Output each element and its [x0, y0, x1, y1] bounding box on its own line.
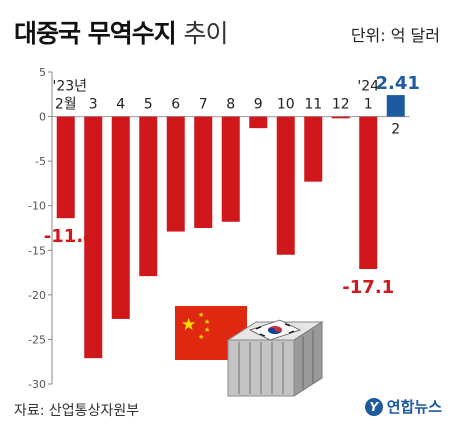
bar — [166, 116, 185, 232]
bar — [111, 116, 130, 319]
year-label: '23년 — [52, 79, 87, 95]
bar — [249, 116, 268, 129]
data-label: -11.4 — [44, 226, 96, 247]
china-flag-small-star: ★ — [198, 311, 204, 319]
data-label: -17.1 — [342, 277, 394, 298]
x-tick-label: 3 — [89, 97, 98, 113]
flag-container-illustration: ★ ★ ★ ★ ★ — [175, 306, 324, 397]
yonhap-logo-icon: Y — [364, 397, 383, 416]
bar — [221, 116, 240, 222]
source-note: 자료: 산업통상자원부 — [14, 403, 140, 419]
china-flag-big-star: ★ — [181, 315, 196, 335]
bar — [139, 116, 158, 277]
bar — [56, 116, 75, 219]
page-title: 대중국 무역수지 추이 — [14, 14, 228, 50]
bar — [194, 116, 213, 228]
x-tick-label: 7 — [199, 97, 208, 113]
title-bold: 대중국 무역수지 — [14, 19, 177, 48]
x-tick-label: 2월 — [55, 97, 77, 113]
y-tick-label: -25 — [28, 333, 46, 346]
bar — [304, 116, 323, 182]
y-tick-label: -15 — [28, 244, 46, 257]
y-tick-label: -20 — [28, 289, 46, 302]
unit-label: 단위: 억 달러 — [350, 26, 440, 45]
y-tick-label: -10 — [28, 200, 46, 213]
x-tick-label: 11 — [304, 97, 322, 113]
bar — [331, 116, 350, 119]
labels: 2월 3 4 5 6 7 8 9 10 11 12 12'23년 '24-11.4-17.12.41 — [44, 73, 420, 298]
y-tick-label: -5 — [35, 155, 46, 168]
x-tick-label: 2 — [391, 122, 400, 138]
bar — [276, 116, 295, 255]
china-flag-small-star: ★ — [198, 333, 204, 341]
x-tick-label: 10 — [277, 97, 295, 113]
data-label: 2.41 — [376, 73, 420, 94]
bar — [359, 116, 378, 270]
x-tick-label: 5 — [144, 97, 153, 113]
y-tick-label: 5 — [39, 66, 46, 79]
x-tick-label: 9 — [254, 97, 263, 113]
year-label: '24 — [357, 79, 379, 95]
bars — [56, 95, 405, 359]
logo-text: 연합뉴스 — [386, 398, 442, 416]
y-tick-label: 0 — [39, 111, 46, 124]
bar — [84, 116, 103, 359]
x-tick-label: 1 — [364, 97, 373, 113]
korea-flag-icon — [248, 319, 302, 341]
title-light: 추이 — [183, 19, 228, 48]
bar — [386, 95, 405, 117]
x-tick-label: 6 — [171, 97, 180, 113]
x-tick-label: 4 — [116, 97, 125, 113]
x-tick-label: 8 — [226, 97, 235, 113]
china-flag-small-star: ★ — [204, 318, 210, 326]
publisher-logo: Y 연합뉴스 — [364, 396, 442, 417]
y-tick-label: -30 — [28, 378, 46, 391]
x-tick-label: 12 — [332, 97, 350, 113]
china-flag-small-star: ★ — [204, 326, 210, 334]
